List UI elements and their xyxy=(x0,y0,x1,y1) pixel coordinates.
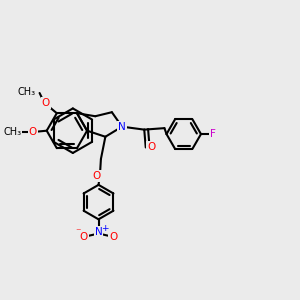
Text: O: O xyxy=(80,232,88,242)
Text: N: N xyxy=(95,227,102,237)
Text: ⁻: ⁻ xyxy=(75,227,81,237)
Text: F: F xyxy=(210,129,216,139)
Text: +: + xyxy=(101,224,108,233)
Text: O: O xyxy=(42,98,50,108)
Text: O: O xyxy=(92,171,101,181)
Text: O: O xyxy=(28,127,37,137)
Text: CH₃: CH₃ xyxy=(3,127,22,137)
Text: CH₃: CH₃ xyxy=(18,86,36,97)
Text: N: N xyxy=(118,122,126,132)
Text: O: O xyxy=(109,232,118,242)
Text: O: O xyxy=(147,142,155,152)
